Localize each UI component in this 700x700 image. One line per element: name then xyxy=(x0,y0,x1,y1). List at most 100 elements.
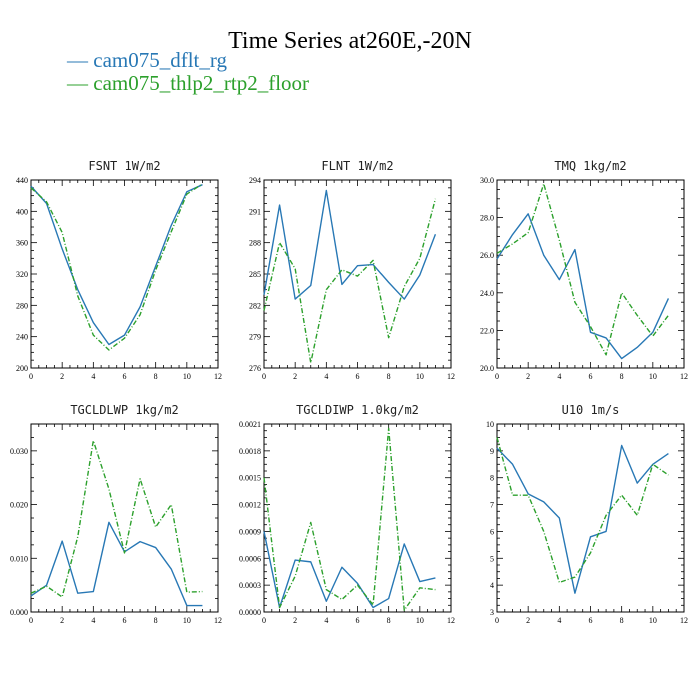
x-tick-label: 12 xyxy=(214,616,222,625)
legend-entry-thlp2: — cam075_thlp2_rtp2_floor xyxy=(67,71,309,96)
series-line-thlp2 xyxy=(30,183,203,351)
chart-panel: TGCLDLWP 1kg/m2 0 2 4 6 8 10 12 0.000 0.010 0.020 0… xyxy=(10,403,222,625)
plot-frame xyxy=(263,179,452,369)
y-tick-label: 288 xyxy=(249,239,261,248)
x-tick-label: 10 xyxy=(416,372,424,381)
y-tick-label: 200 xyxy=(16,364,28,373)
x-tick-label: 4 xyxy=(91,616,95,625)
x-tick-label: 2 xyxy=(526,372,530,381)
series-line-thlp2 xyxy=(496,437,669,584)
y-tick-label: 9 xyxy=(490,447,494,456)
x-tick-label: 10 xyxy=(416,616,424,625)
page-title: Time Series at260E,-20N xyxy=(228,28,472,54)
legend-entry-dflt: — cam075_dflt_rg xyxy=(67,48,227,73)
y-tick-label: 3 xyxy=(490,608,494,617)
y-tick-label: 0.020 xyxy=(10,501,28,510)
chart-panel: TMQ 1kg/m2 0 2 4 6 8 10 12 20.0 22.0 24.0 26.0 28.0 3… xyxy=(480,159,688,381)
plot-frame xyxy=(30,179,219,369)
y-tick-label: 6 xyxy=(490,527,494,536)
y-tick-label: 0.0012 xyxy=(239,501,261,510)
series-line-thlp2 xyxy=(496,183,669,356)
panel-title: U10 1m/s xyxy=(562,403,620,417)
x-tick-label: 6 xyxy=(589,372,593,381)
legend-label: cam075_dflt_rg xyxy=(93,48,228,72)
x-tick-label: 12 xyxy=(214,372,222,381)
x-tick-label: 0 xyxy=(495,616,499,625)
x-tick-label: 12 xyxy=(680,616,688,625)
series-line-thlp2 xyxy=(30,439,203,598)
x-tick-label: 6 xyxy=(589,616,593,625)
y-tick-label: 30.0 xyxy=(480,176,494,185)
y-tick-label: 0.0000 xyxy=(239,608,261,617)
chart-panel: TGCLDIWP 1.0kg/m2 0 2 4 6 8 10 12 0.0000 0.0003 0.… xyxy=(239,403,455,625)
legend-line-icon: — xyxy=(67,71,88,95)
x-tick-label: 6 xyxy=(123,616,127,625)
y-tick-label: 28.0 xyxy=(480,214,494,223)
series-line-dflt xyxy=(496,213,670,360)
y-tick-label: 0.0006 xyxy=(239,554,261,563)
y-tick-label: 10 xyxy=(486,420,494,429)
y-tick-label: 0.000 xyxy=(10,608,28,617)
y-tick-label: 5 xyxy=(490,554,494,563)
y-tick-label: 291 xyxy=(249,207,261,216)
legend-label: cam075_thlp2_rtp2_floor xyxy=(93,71,310,95)
series-line-thlp2 xyxy=(263,198,437,364)
x-tick-label: 10 xyxy=(649,616,657,625)
x-tick-label: 4 xyxy=(91,372,95,381)
plot-frame xyxy=(30,423,219,613)
y-tick-label: 320 xyxy=(16,270,28,279)
y-tick-label: 7 xyxy=(490,501,494,510)
x-tick-label: 0 xyxy=(262,372,266,381)
y-tick-label: 0.0021 xyxy=(239,420,261,429)
x-tick-label: 8 xyxy=(387,616,391,625)
x-tick-label: 6 xyxy=(356,372,360,381)
y-tick-label: 285 xyxy=(249,270,261,279)
y-tick-label: 279 xyxy=(249,333,261,342)
x-tick-label: 10 xyxy=(649,372,657,381)
y-tick-label: 8 xyxy=(490,474,494,483)
y-tick-label: 282 xyxy=(249,301,261,310)
y-tick-label: 0.0018 xyxy=(239,447,261,456)
x-tick-label: 6 xyxy=(356,616,360,625)
x-tick-label: 4 xyxy=(557,372,561,381)
series-line-dflt xyxy=(30,521,203,607)
y-tick-label: 0.010 xyxy=(10,554,28,563)
plot-frame xyxy=(496,423,685,613)
y-tick-label: 26.0 xyxy=(480,251,494,260)
x-tick-label: 0 xyxy=(29,616,33,625)
x-tick-label: 2 xyxy=(293,616,297,625)
x-tick-label: 4 xyxy=(324,372,328,381)
panel-title: TGCLDLWP 1kg/m2 xyxy=(70,403,178,417)
chart-panel: U10 1m/s 0 2 4 6 8 10 12 3 4 5 6 7 8 9 10 xyxy=(486,403,688,625)
x-tick-label: 8 xyxy=(620,616,624,625)
y-tick-label: 0.030 xyxy=(10,447,28,456)
x-tick-label: 8 xyxy=(154,372,158,381)
y-tick-label: 276 xyxy=(249,364,261,373)
series-line-dflt xyxy=(263,531,436,609)
y-tick-label: 4 xyxy=(490,581,494,590)
x-tick-label: 2 xyxy=(293,372,297,381)
x-tick-label: 10 xyxy=(183,616,191,625)
y-tick-label: 440 xyxy=(16,176,28,185)
series-line-dflt xyxy=(30,184,203,346)
legend-line-icon: — xyxy=(67,48,88,72)
x-tick-label: 12 xyxy=(447,616,455,625)
x-tick-label: 6 xyxy=(123,372,127,381)
x-tick-label: 0 xyxy=(262,616,266,625)
panel-title: TGCLDIWP 1.0kg/m2 xyxy=(296,403,419,417)
y-tick-label: 24.0 xyxy=(480,289,494,298)
series-line-dflt xyxy=(263,189,437,300)
chart-panel: FLNT 1W/m2 0 2 4 6 8 10 12 276 279 282 285 288 291 294 xyxy=(249,159,455,381)
x-tick-label: 12 xyxy=(680,372,688,381)
x-tick-label: 0 xyxy=(495,372,499,381)
series-line-dflt xyxy=(496,444,669,594)
x-tick-label: 4 xyxy=(324,616,328,625)
y-tick-label: 400 xyxy=(16,207,28,216)
y-tick-label: 294 xyxy=(249,176,261,185)
x-tick-label: 2 xyxy=(60,372,64,381)
y-tick-label: 20.0 xyxy=(480,364,494,373)
x-tick-label: 10 xyxy=(183,372,191,381)
y-tick-label: 0.0003 xyxy=(239,581,261,590)
y-tick-label: 360 xyxy=(16,239,28,248)
